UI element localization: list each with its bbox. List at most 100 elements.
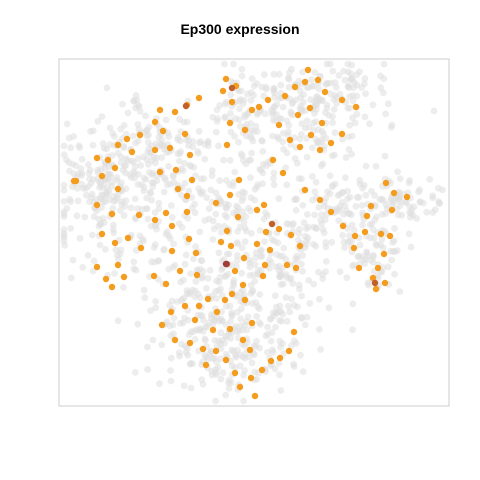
background-cell-point xyxy=(148,258,156,266)
background-cell-point xyxy=(295,281,303,289)
background-cell-point xyxy=(217,329,225,337)
background-cell-point xyxy=(90,257,98,265)
background-cell-point xyxy=(147,307,154,314)
background-cell-point xyxy=(169,173,177,181)
background-cell-point xyxy=(151,241,159,249)
expressing-cell-point xyxy=(240,254,248,262)
background-cell-point xyxy=(253,80,261,87)
background-cell-point xyxy=(120,122,128,129)
background-cell-point xyxy=(85,182,92,190)
expressing-cell-point xyxy=(304,66,312,74)
background-cell-point xyxy=(285,83,293,91)
expressing-cell-point xyxy=(241,296,249,304)
background-cell-point xyxy=(267,337,275,345)
background-cell-point xyxy=(134,181,142,188)
expressing-cell-point xyxy=(186,151,194,159)
background-cell-point xyxy=(432,206,439,214)
background-cell-point xyxy=(279,138,287,146)
background-cell-point xyxy=(201,217,209,224)
background-cell-point xyxy=(212,210,220,218)
background-cell-point xyxy=(198,257,206,265)
background-cell-point xyxy=(303,134,310,142)
expressing-cell-point xyxy=(246,346,254,354)
background-cell-point xyxy=(202,336,209,344)
background-cell-point xyxy=(69,256,77,264)
background-cell-point xyxy=(110,229,118,237)
background-cell-point xyxy=(331,151,338,159)
expressing-cell-point xyxy=(151,118,159,126)
background-cell-point xyxy=(210,225,218,233)
background-cell-point xyxy=(240,96,248,104)
background-cell-point xyxy=(247,174,254,182)
background-cell-point xyxy=(299,252,306,259)
background-cell-point xyxy=(179,319,187,327)
background-cell-point xyxy=(241,189,249,197)
background-cell-point xyxy=(282,271,290,278)
background-cell-point xyxy=(378,195,386,203)
background-cell-point xyxy=(170,240,178,248)
high-expression-point xyxy=(371,279,379,287)
background-cell-point xyxy=(340,67,347,75)
expressing-cell-point xyxy=(223,141,231,149)
background-cell-point xyxy=(273,111,280,118)
background-cell-point xyxy=(60,210,68,218)
background-cell-point xyxy=(309,196,316,204)
expressing-cell-point xyxy=(388,206,396,214)
background-cell-point xyxy=(183,290,191,297)
background-cell-point xyxy=(246,257,254,264)
background-cell-point xyxy=(245,204,252,212)
background-cell-point xyxy=(253,127,261,135)
expressing-cell-point xyxy=(316,146,324,154)
background-cell-point xyxy=(299,98,307,106)
background-cell-point xyxy=(356,241,364,249)
background-cell-point xyxy=(165,265,173,273)
background-cell-point xyxy=(109,221,117,229)
background-cell-point xyxy=(145,161,152,168)
background-cell-point xyxy=(143,155,151,163)
background-cell-point xyxy=(350,261,358,269)
expressing-cell-point xyxy=(251,392,259,400)
background-cell-point xyxy=(223,204,231,212)
background-cell-point xyxy=(112,197,120,204)
background-cell-point xyxy=(387,179,395,187)
background-cell-point xyxy=(372,163,380,170)
background-cell-point xyxy=(324,188,331,196)
background-cell-point xyxy=(211,317,219,324)
background-cell-point xyxy=(308,82,316,90)
background-cell-point xyxy=(101,198,109,206)
background-cell-point xyxy=(102,246,109,253)
background-cell-point xyxy=(359,184,366,192)
background-cell-point xyxy=(152,298,160,305)
background-cell-point xyxy=(285,220,292,228)
expressing-cell-point xyxy=(212,199,220,207)
background-cell-point xyxy=(277,387,285,394)
background-cell-point xyxy=(147,189,155,197)
background-cell-point xyxy=(230,209,237,217)
background-cell-point xyxy=(394,211,402,219)
background-cell-point xyxy=(353,193,361,201)
background-cell-point xyxy=(286,69,293,77)
background-cell-point xyxy=(228,286,236,293)
background-cell-point xyxy=(306,300,314,307)
background-cell-point xyxy=(215,249,223,257)
background-cell-point xyxy=(230,179,237,186)
background-cell-point xyxy=(181,160,189,167)
background-cell-point xyxy=(195,127,203,135)
background-cell-point xyxy=(238,72,246,80)
expressing-cells xyxy=(70,66,411,400)
background-cell-point xyxy=(131,195,139,203)
background-cell-point xyxy=(378,210,386,218)
expressing-cell-point xyxy=(381,279,389,287)
background-cell-point xyxy=(235,116,243,124)
background-cell-point xyxy=(286,308,294,316)
expressing-cell-point xyxy=(226,325,234,333)
expressing-cell-point xyxy=(167,308,175,316)
expressing-cell-point xyxy=(151,146,159,154)
background-cell-point xyxy=(396,288,404,295)
expressing-cell-point xyxy=(111,239,119,247)
expressing-cell-point xyxy=(380,250,388,258)
background-cell-point xyxy=(319,226,327,233)
background-cell-point xyxy=(349,300,357,308)
expressing-cell-point xyxy=(306,104,314,112)
background-cell-point xyxy=(67,225,75,232)
